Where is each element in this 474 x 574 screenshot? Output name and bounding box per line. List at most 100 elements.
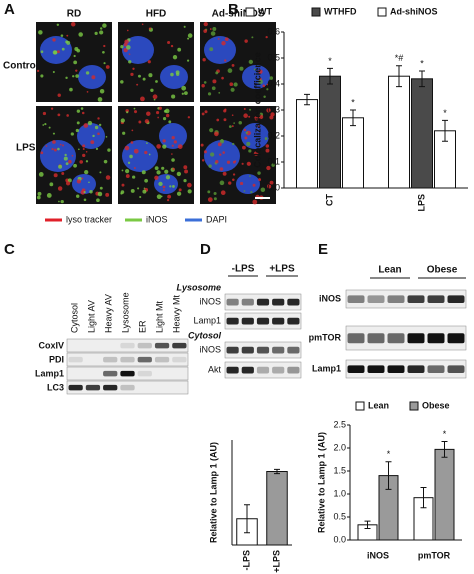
row-label: Lamp1 bbox=[312, 363, 341, 373]
puncta bbox=[147, 60, 151, 64]
puncta bbox=[85, 150, 88, 153]
annotation: *# bbox=[395, 53, 404, 63]
puncta bbox=[68, 159, 72, 164]
legend-label: Obese bbox=[422, 400, 450, 410]
row-label: iNOS bbox=[319, 293, 341, 303]
puncta bbox=[38, 172, 44, 177]
puncta bbox=[224, 59, 227, 62]
puncta bbox=[162, 117, 167, 121]
puncta bbox=[258, 69, 263, 74]
puncta bbox=[133, 166, 136, 169]
puncta bbox=[156, 111, 160, 115]
puncta bbox=[232, 160, 236, 164]
puncta bbox=[52, 50, 58, 55]
puncta bbox=[176, 191, 182, 196]
legend-label: lyso tracker bbox=[66, 214, 112, 224]
puncta bbox=[232, 173, 236, 176]
band bbox=[120, 384, 135, 391]
puncta bbox=[66, 114, 69, 117]
puncta bbox=[89, 190, 93, 194]
puncta bbox=[97, 97, 103, 102]
puncta bbox=[184, 91, 188, 96]
puncta bbox=[209, 47, 214, 52]
row-label: Lamp1 bbox=[193, 315, 221, 325]
band bbox=[241, 317, 254, 325]
puncta bbox=[125, 169, 130, 174]
puncta bbox=[97, 117, 100, 120]
row-label: Akt bbox=[208, 364, 222, 374]
puncta bbox=[129, 154, 133, 159]
puncta bbox=[132, 67, 135, 70]
puncta bbox=[209, 128, 214, 133]
puncta bbox=[65, 181, 71, 186]
puncta bbox=[125, 174, 130, 178]
legend-swatch bbox=[355, 401, 365, 411]
puncta bbox=[219, 153, 222, 156]
puncta bbox=[203, 150, 207, 154]
nucleus bbox=[204, 36, 236, 64]
column-label: Heavy AV bbox=[103, 294, 113, 333]
puncta bbox=[61, 47, 65, 51]
puncta bbox=[269, 180, 274, 185]
puncta bbox=[157, 116, 159, 119]
puncta bbox=[99, 30, 104, 35]
puncta bbox=[158, 106, 162, 110]
band bbox=[120, 370, 135, 377]
puncta bbox=[162, 144, 167, 149]
puncta bbox=[105, 65, 110, 69]
puncta bbox=[78, 148, 80, 151]
puncta bbox=[231, 63, 235, 67]
puncta bbox=[88, 181, 90, 184]
puncta bbox=[258, 114, 264, 120]
puncta bbox=[244, 136, 248, 140]
puncta bbox=[99, 27, 103, 30]
puncta bbox=[107, 148, 111, 152]
puncta bbox=[203, 29, 208, 33]
band bbox=[85, 384, 101, 391]
puncta bbox=[90, 140, 95, 145]
puncta bbox=[171, 94, 176, 99]
puncta bbox=[187, 116, 191, 119]
puncta bbox=[65, 162, 69, 166]
puncta bbox=[248, 149, 252, 153]
puncta bbox=[201, 159, 205, 162]
puncta bbox=[62, 144, 65, 147]
puncta bbox=[269, 115, 274, 120]
puncta bbox=[262, 84, 266, 88]
y-tick-label: 1.5 bbox=[333, 465, 346, 475]
puncta bbox=[173, 140, 177, 144]
puncta bbox=[254, 116, 259, 121]
puncta bbox=[166, 199, 170, 202]
puncta bbox=[266, 83, 269, 86]
puncta bbox=[53, 173, 58, 178]
puncta bbox=[136, 83, 139, 86]
band bbox=[226, 298, 239, 306]
row-label: iNOS bbox=[199, 344, 221, 354]
puncta bbox=[82, 153, 86, 158]
band bbox=[387, 333, 405, 344]
puncta bbox=[141, 170, 146, 175]
error-bar bbox=[304, 93, 310, 106]
band bbox=[256, 366, 270, 374]
puncta bbox=[163, 109, 167, 113]
puncta bbox=[61, 172, 65, 175]
band bbox=[347, 295, 365, 303]
puncta bbox=[245, 131, 249, 135]
bar bbox=[296, 99, 318, 189]
band bbox=[241, 346, 254, 354]
y-tick-label: 0.0 bbox=[333, 534, 346, 544]
puncta bbox=[201, 83, 205, 88]
puncta bbox=[120, 80, 124, 84]
puncta bbox=[170, 72, 174, 77]
nucleus bbox=[204, 140, 240, 172]
puncta bbox=[45, 145, 48, 147]
puncta bbox=[49, 182, 54, 187]
puncta bbox=[246, 141, 251, 147]
puncta bbox=[216, 118, 220, 122]
y-tick-label: 2.0 bbox=[333, 442, 346, 452]
western-blot bbox=[224, 293, 302, 379]
puncta bbox=[167, 194, 172, 199]
row-label: iNOS bbox=[199, 296, 221, 306]
puncta bbox=[221, 41, 226, 46]
puncta bbox=[131, 129, 134, 132]
